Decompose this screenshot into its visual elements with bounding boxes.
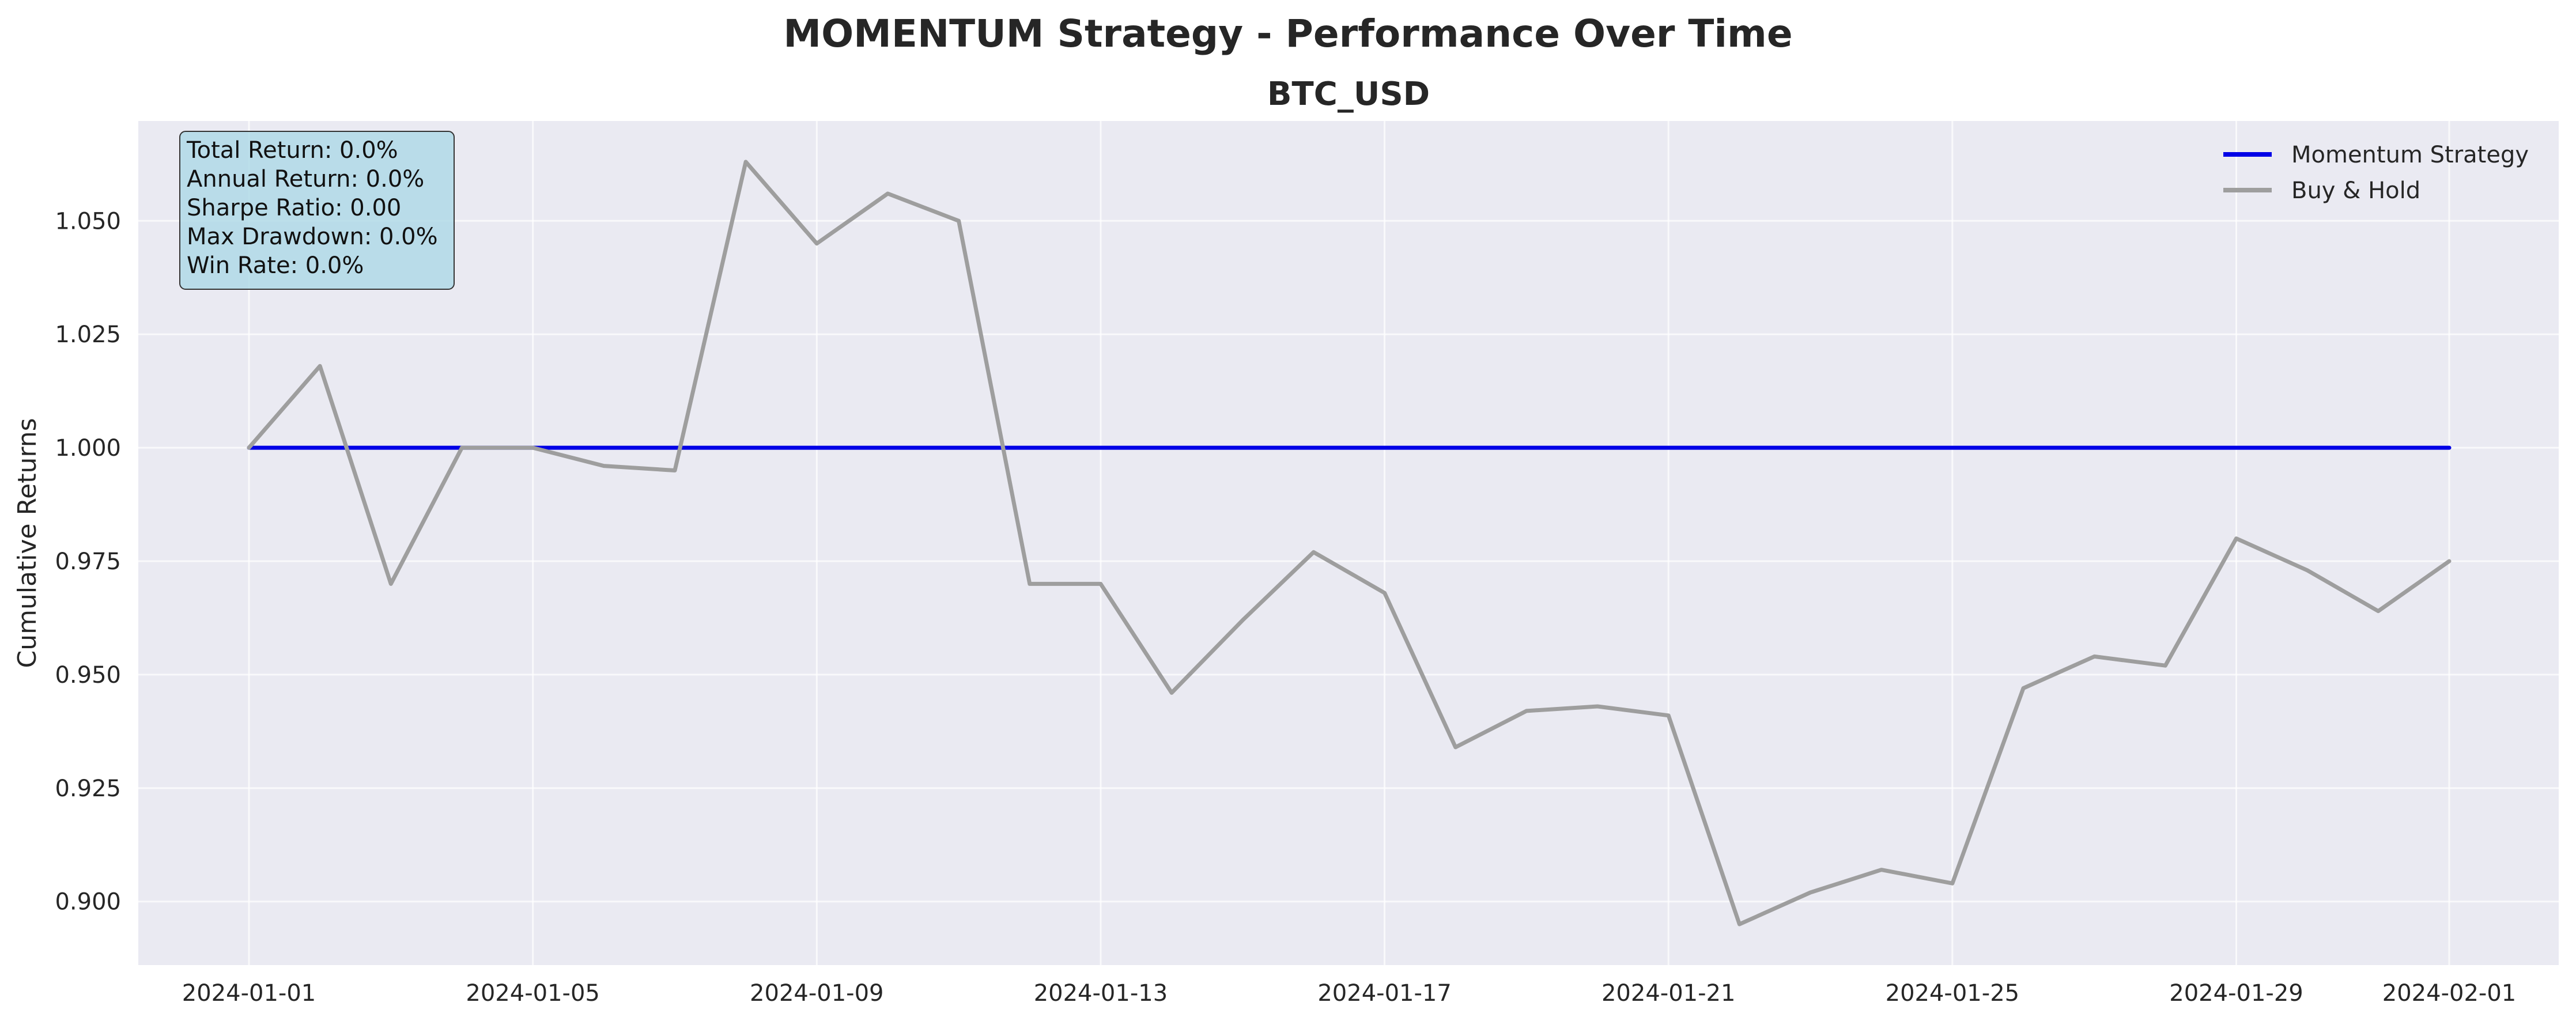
stats-line: Sharpe Ratio: 0.00 <box>187 195 401 221</box>
y-tick-label: 1.050 <box>55 208 121 234</box>
y-tick-label: 0.950 <box>55 662 121 689</box>
legend-label: Momentum Strategy <box>2291 142 2529 168</box>
x-tick-label: 2024-01-13 <box>1034 980 1168 1007</box>
stats-line: Win Rate: 0.0% <box>187 252 364 279</box>
y-axis: 0.900 0.925 0.950 0.975 1.000 1.025 1.050 <box>55 208 121 915</box>
stats-line: Annual Return: 0.0% <box>187 166 424 192</box>
stats-box-frame <box>179 131 455 290</box>
legend: Momentum Strategy Buy & Hold <box>2223 142 2529 204</box>
stats-box: Total Return: 0.0%Annual Return: 0.0% Sha… <box>179 131 455 290</box>
x-tick-label: 2024-01-29 <box>2169 980 2303 1007</box>
chart-title: BTC_USD <box>1267 75 1430 113</box>
y-tick-label: 1.025 <box>55 322 121 348</box>
legend-label: Buy & Hold <box>2291 177 2420 204</box>
x-tick-label: 2024-01-01 <box>182 980 316 1007</box>
x-tick-label: 2024-01-05 <box>466 980 599 1007</box>
x-tick-label: 2024-01-25 <box>1886 980 2019 1007</box>
stats-line: Max Drawdown: 0.0% <box>187 224 438 250</box>
y-axis-title: Cumulative Returns <box>13 418 42 668</box>
x-tick-label: 2024-01-09 <box>750 980 883 1007</box>
plot-area <box>138 121 2559 965</box>
y-tick-label: 0.925 <box>55 776 121 802</box>
y-tick-label: 0.975 <box>55 549 121 575</box>
series-line-buy-hold <box>247 160 2452 926</box>
y-tick-label: 1.000 <box>55 435 121 462</box>
stats-line: Total Return: 0.0% <box>186 137 398 164</box>
x-axis: 2024-01-01 2024-01-05 2024-01-09 2024-01-13… <box>182 980 2516 1007</box>
figure-title: MOMENTUM Strategy - Performance Over Tim… <box>783 12 1793 56</box>
x-tick-label: 2024-01-21 <box>1601 980 1735 1007</box>
x-tick-label: 2024-02-01 <box>2382 980 2516 1007</box>
series-layer <box>247 160 2452 926</box>
y-tick-label: 0.900 <box>55 889 121 916</box>
x-tick-label: 2024-01-17 <box>1317 980 1451 1007</box>
